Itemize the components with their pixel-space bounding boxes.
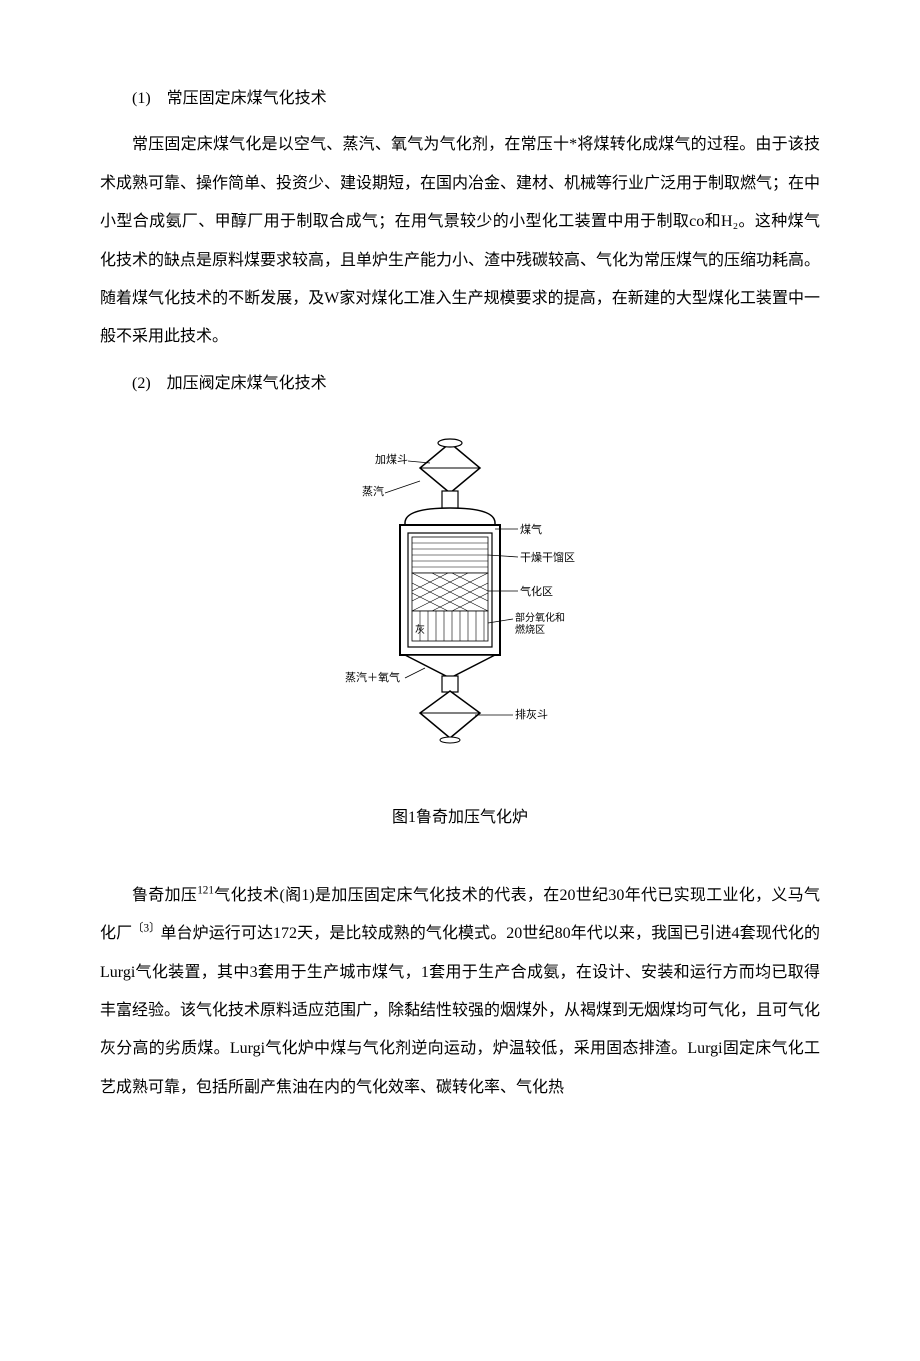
label-coal-hopper: 加煤斗 <box>375 453 408 466</box>
leader-steam-top <box>385 481 420 493</box>
label-partial-zone-1: 部分氧化和 <box>515 611 565 624</box>
figure-caption: 图1鲁奇加压气化炉 <box>100 799 820 837</box>
label-coal-gas: 煤气 <box>520 522 542 536</box>
label-drying-zone: 干燥干馏区 <box>520 550 575 564</box>
section3-paragraph: 鲁奇加压121气化技术(阁1)是加压固定床气化技术的代表，在20世纪30年代已实… <box>100 877 820 1107</box>
leader-steam-oxygen <box>405 668 425 678</box>
label-partial-zone-2: 燃烧区 <box>515 623 545 636</box>
label-ash: 灰 <box>415 623 425 636</box>
para3-sup2: 〔3〕 <box>132 923 160 935</box>
para3-part1: 鲁奇加压 <box>132 887 197 904</box>
top-neck <box>442 491 458 509</box>
section2-heading: (2) 加压阀定床煤气化技术 <box>100 365 820 403</box>
drying-zone-hatching <box>412 537 488 573</box>
vessel-body <box>400 508 500 678</box>
label-steam-oxygen: 蒸汽＋氧气 <box>345 670 400 684</box>
label-ash-hopper: 排灰斗 <box>515 707 548 721</box>
para3-sup1: 121 <box>197 885 214 897</box>
gasifier-diagram: 加煤斗 蒸汽 灰 蒸汽＋氧气 煤气 干燥干馏区 气化区 部分氧化和 燃烧区 排灰… <box>320 433 600 753</box>
figure-container: 加煤斗 蒸汽 灰 蒸汽＋氧气 煤气 干燥干馏区 气化区 部分氧化和 燃烧区 排灰… <box>100 433 820 768</box>
section1-paragraph: 常压固定床煤气化是以空气、蒸汽、氧气为气化剂，在常压十*将煤转化成煤气的过程。由… <box>100 126 820 356</box>
bottom-neck <box>442 676 458 692</box>
para3-part3: 单台炉运行可达172天，是比较成熟的气化模式。20世纪80年代以来，我国已引进4… <box>100 925 820 1096</box>
ash-hopper-shape <box>420 691 480 743</box>
section1-heading: (1) 常压固定床煤气化技术 <box>100 80 820 118</box>
label-steam-top: 蒸汽 <box>362 484 384 498</box>
label-gasification-zone: 气化区 <box>520 584 553 598</box>
coal-hopper-shape <box>420 439 480 493</box>
gasification-zone-hatching <box>412 573 488 611</box>
